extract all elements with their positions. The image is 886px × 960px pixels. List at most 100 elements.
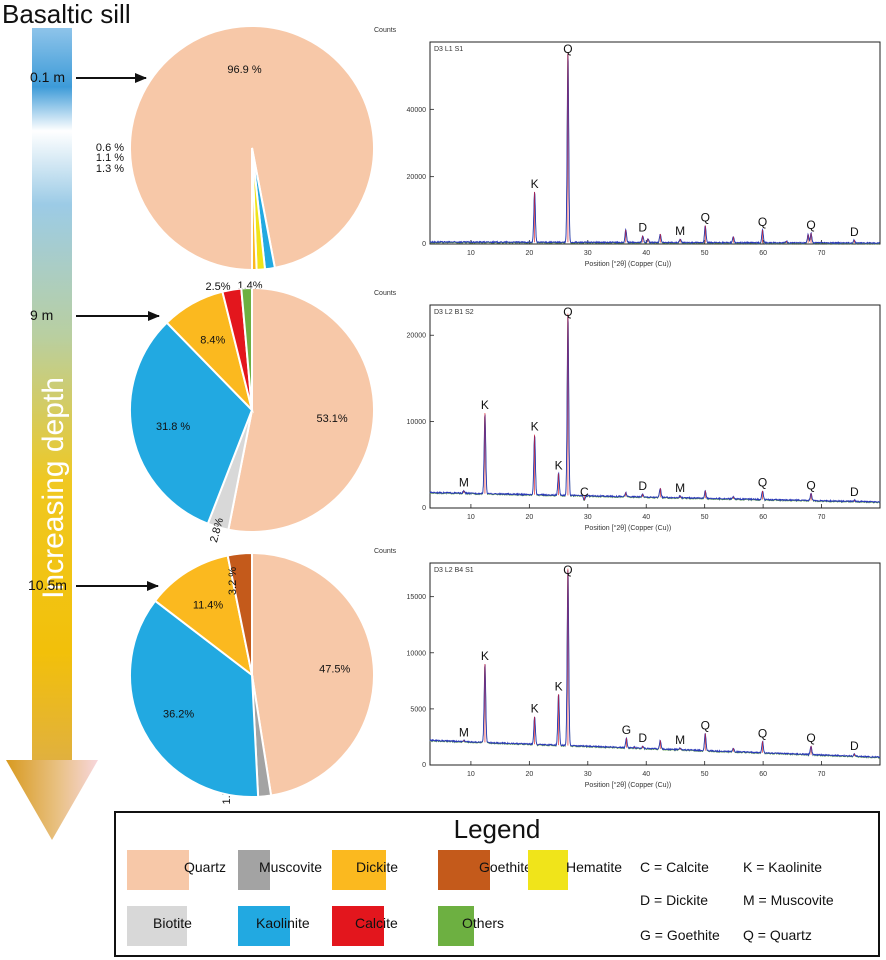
xrd-x-tick-label: 10 — [467, 514, 475, 521]
legend-abbreviation: C = Calcite — [640, 859, 709, 875]
legend-swatches: Quartz Muscovite Dickite Goethite Hematite Bi… — [127, 850, 622, 946]
xrd-peak-label-q: Q — [806, 218, 815, 232]
xrd-peak-label-k: K — [555, 679, 563, 693]
depth-marker-2: 9 m — [30, 307, 160, 323]
xrd-peak-label-q: Q — [701, 210, 710, 224]
xrd-peak-label-q: Q — [758, 215, 767, 229]
xrd-peak-label-k: K — [531, 702, 539, 716]
legend-swatch-kaolinite — [238, 906, 290, 946]
xrd-peak-label-q: Q — [563, 563, 572, 577]
xrd-x-tick-label: 30 — [584, 771, 592, 778]
xrd-peak-label-k: K — [531, 177, 539, 191]
xrd-peak-label-q: Q — [563, 305, 572, 319]
xrd-peak-label-d: D — [850, 485, 859, 499]
legend-swatch-others — [438, 906, 474, 946]
xrd-peak-label-m: M — [459, 476, 469, 490]
legend-abbreviations: C = Calcite K = Kaolinite D = Dickite M = M… — [640, 859, 834, 943]
xrd-x-tick-label: 50 — [701, 250, 709, 257]
legend-label-others: Others — [462, 915, 504, 931]
xrd-x-tick-label: 50 — [701, 514, 709, 521]
pie-label-dickite: 8.4% — [200, 335, 225, 347]
figure-title: Basaltic sill — [2, 0, 131, 29]
xrd-trace — [429, 315, 881, 504]
xrd-diffractogram-d3-l1-s1: Counts D3 L1 S1 Position [°2θ] (Copper (Cu… — [374, 27, 881, 268]
legend-abbreviation: D = Dickite — [640, 892, 708, 908]
xrd-x-tick-label: 10 — [467, 771, 475, 778]
pie-label-kaolinite: 36.2% — [163, 709, 194, 721]
xrd-peak-label-k: K — [481, 398, 489, 412]
xrd-peak-label-m: M — [675, 224, 685, 238]
legend-swatch-hematite — [528, 850, 568, 890]
xrd-x-axis-label: Position [°2θ] (Copper (Cu)) — [585, 781, 671, 789]
xrd-y-tick-label: 10000 — [407, 650, 427, 657]
xrd-x-tick-label: 30 — [584, 514, 592, 521]
depth-axis-label: Increasing depth — [37, 377, 70, 599]
xrd-y-tick-label: 0 — [422, 241, 426, 248]
legend-swatch-goethite — [438, 850, 490, 890]
xrd-peak-label-q: Q — [806, 478, 815, 492]
pie-label-kaolinite: 1.3 % — [96, 163, 124, 175]
xrd-diffractogram-d3-l2-b4-s1: Counts D3 L2 B4 S1 Position [°2θ] (Copper … — [374, 548, 881, 789]
xrd-trace — [429, 570, 881, 759]
xrd-y-tick-label: 0 — [422, 762, 426, 769]
xrd-peak-label-k: K — [481, 649, 489, 663]
xrd-y-tick-label: 15000 — [407, 594, 427, 601]
legend-label-quartz: Quartz — [184, 859, 226, 875]
xrd-x-tick-label: 10 — [467, 250, 475, 257]
legend-abbreviation: Q = Quartz — [743, 927, 812, 943]
xrd-x-axis-label: Position [°2θ] (Copper (Cu)) — [585, 524, 671, 532]
pie-label-quartz: 53.1% — [316, 413, 347, 425]
xrd-peak-label-m: M — [675, 733, 685, 747]
xrd-x-axis-label: Position [°2θ] (Copper (Cu)) — [585, 260, 671, 268]
xrd-trace — [429, 53, 880, 245]
xrd-peak-label-k: K — [555, 458, 563, 472]
legend-swatch-biotite — [127, 906, 187, 946]
legend-swatch-muscovite — [238, 850, 270, 890]
xrd-y-tick-label: 20000 — [407, 333, 427, 340]
xrd-x-tick-label: 40 — [642, 771, 650, 778]
xrd-plot-frame — [429, 562, 881, 766]
xrd-x-tick-label: 20 — [525, 771, 533, 778]
legend-label-goethite: Goethite — [479, 859, 532, 875]
xrd-trace-fit — [429, 316, 881, 504]
xrd-x-tick-label: 20 — [525, 514, 533, 521]
xrd-y-tick-label: 10000 — [407, 419, 427, 426]
xrd-x-tick-label: 50 — [701, 771, 709, 778]
legend-label-dickite: Dickite — [356, 859, 398, 875]
xrd-peak-label-q: Q — [806, 731, 815, 745]
xrd-x-tick-label: 20 — [525, 250, 533, 257]
pie-chart-10-5m: 47.5%1.7%36.2%11.4%3.2 % — [128, 551, 376, 805]
xrd-peak-label-q: Q — [563, 42, 572, 56]
xrd-peak-label-c: C — [580, 485, 589, 499]
xrd-sample-label: D3 L1 S1 — [434, 46, 463, 53]
xrd-sample-label: D3 L2 B4 S1 — [434, 567, 474, 574]
xrd-peak-label-q: Q — [758, 726, 767, 740]
legend-abbreviation: G = Goethite — [640, 927, 720, 943]
xrd-plot-frame — [429, 41, 881, 245]
pie-slice-quartz — [251, 551, 376, 797]
xrd-y-tick-label: 20000 — [407, 174, 427, 181]
xrd-y-axis-label: Counts — [374, 27, 397, 34]
depth-arrow-shaft — [32, 28, 72, 763]
xrd-x-tick-label: 40 — [642, 514, 650, 521]
xrd-peak-label-d: D — [850, 739, 859, 753]
xrd-peak-label-q: Q — [758, 476, 767, 490]
xrd-trace-fit — [429, 54, 880, 246]
xrd-y-tick-label: 5000 — [410, 706, 426, 713]
legend-title: Legend — [454, 814, 541, 844]
pie-outline — [129, 287, 375, 533]
legend-label-biotite: Biotite — [153, 915, 192, 931]
xrd-peak-label-m: M — [675, 481, 685, 495]
depth-marker-1: 0.1 m — [30, 69, 147, 85]
legend-label-muscovite: Muscovite — [259, 859, 322, 875]
xrd-x-tick-label: 70 — [818, 514, 826, 521]
depth-arrow: Increasing depth — [6, 28, 98, 840]
pie-label-quartz: 47.5% — [319, 664, 350, 676]
xrd-x-tick-label: 30 — [584, 250, 592, 257]
legend-label-kaolinite: Kaolinite — [256, 915, 310, 931]
pie-label-kaolinite: 31.8 % — [156, 421, 190, 433]
pie-chart-9m: 53.1%2.8%31.8 %8.4%2.5% 1.4% — [129, 280, 376, 544]
xrd-x-tick-label: 40 — [642, 250, 650, 257]
xrd-x-tick-label: 60 — [759, 514, 767, 521]
